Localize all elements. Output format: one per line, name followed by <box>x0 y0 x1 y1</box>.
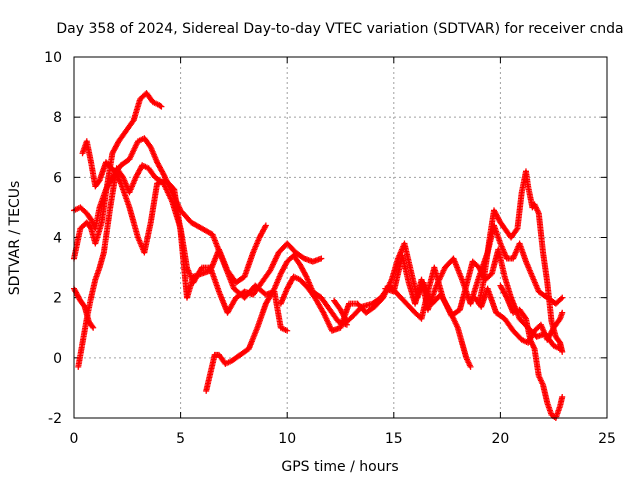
x-tick-label: 5 <box>176 431 185 447</box>
y-tick-label: -2 <box>48 411 62 427</box>
data-point-marker <box>559 393 566 400</box>
data-point-marker <box>158 103 165 110</box>
y-tick-label: 4 <box>53 231 62 247</box>
x-tick-label: 20 <box>491 431 509 447</box>
data-point-marker <box>262 223 269 230</box>
data-point-marker <box>80 302 87 309</box>
data-point-marker <box>284 327 291 334</box>
plot-frame <box>73 56 608 419</box>
grid-lines <box>74 57 607 418</box>
chart-title: Day 358 of 2024, Sidereal Day-to-day VTE… <box>56 21 623 37</box>
data-point-marker <box>262 222 269 229</box>
y-axis-label: SDTVAR / TECUs <box>7 181 23 296</box>
data-point-marker <box>522 314 529 321</box>
data-point-marker <box>117 179 124 186</box>
data-point-marker <box>170 185 177 192</box>
x-tick-label: 10 <box>278 431 296 447</box>
data-point-marker <box>318 255 325 262</box>
x-tick-label: 0 <box>70 431 79 447</box>
data-point-marker <box>90 324 97 331</box>
data-point-marker <box>513 226 520 233</box>
data-point-marker <box>89 323 96 330</box>
data-markers <box>71 90 566 421</box>
data-point-marker <box>467 363 474 370</box>
y-tick-label: 10 <box>44 50 62 66</box>
x-axis-label: GPS time / hours <box>281 459 398 475</box>
data-point-marker <box>559 294 566 301</box>
data-point-marker <box>557 295 564 302</box>
y-tick-label: 2 <box>53 291 62 307</box>
data-point-marker <box>157 102 164 109</box>
axis-ticks: 0 5 10 15 20 25 -2 0 2 4 6 8 10 <box>44 50 616 447</box>
y-tick-label: 0 <box>53 351 62 367</box>
y-tick-label: 8 <box>53 110 62 126</box>
x-tick-label: 25 <box>598 431 616 447</box>
data-point-marker <box>559 348 566 355</box>
y-tick-label: 6 <box>53 170 62 186</box>
data-point-marker <box>559 309 566 316</box>
x-tick-label: 15 <box>385 431 403 447</box>
data-point-marker <box>556 338 563 345</box>
